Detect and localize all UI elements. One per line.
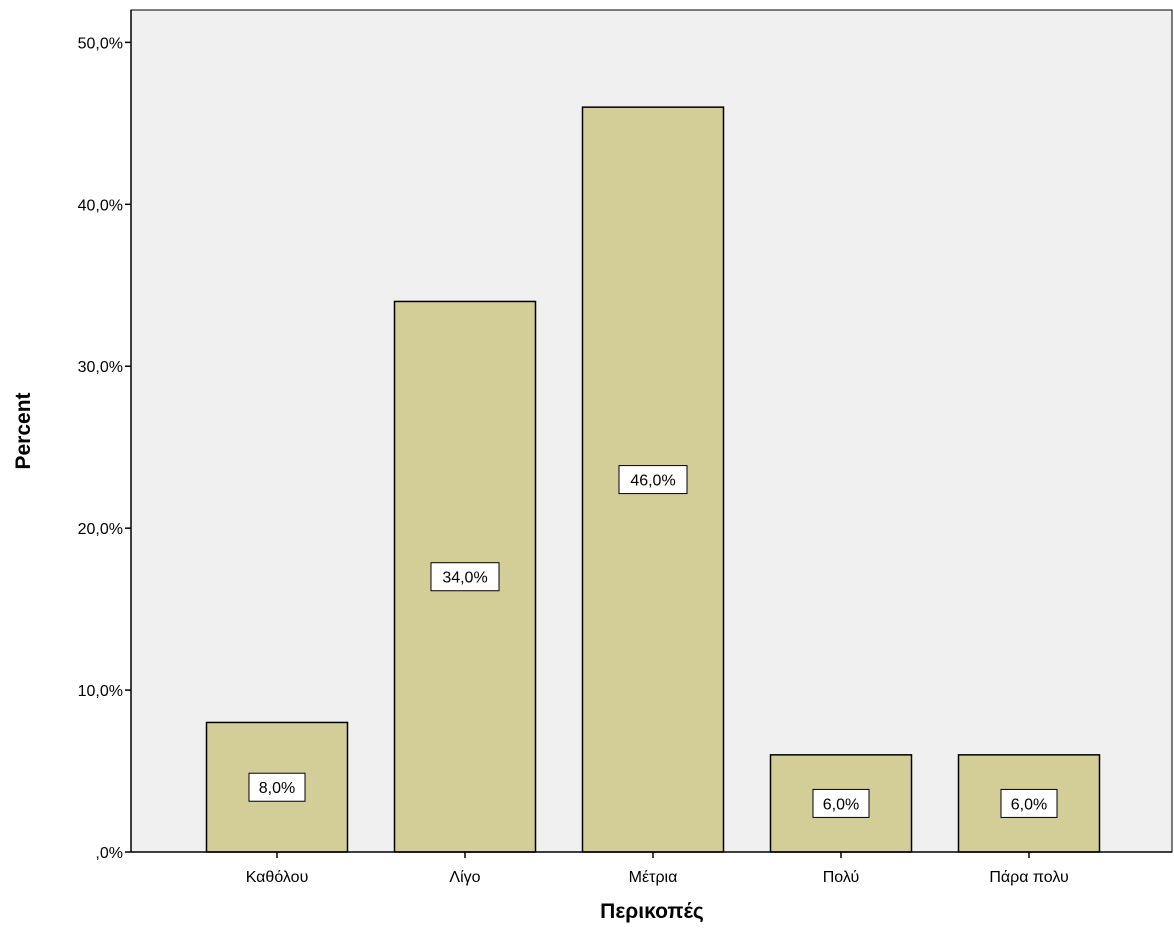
y-tick-label: ,0% [95, 845, 123, 862]
data-label-box [618, 465, 688, 495]
y-tick-label: 20,0% [78, 521, 123, 538]
y-tick-label: 30,0% [78, 359, 123, 376]
x-tick-label: Καθόλου [246, 869, 309, 886]
data-label: 34,0% [442, 570, 487, 587]
y-tick-label: 50,0% [78, 35, 123, 52]
y-tick-label: 40,0% [78, 197, 123, 214]
x-tick-label: Πολύ [823, 869, 860, 886]
data-label: 8,0% [259, 780, 295, 797]
x-axis-title: Περικοπές [600, 900, 704, 923]
x-tick-label: Πάρα πολυ [989, 869, 1068, 886]
data-label: 6,0% [1011, 796, 1047, 813]
data-label-box [430, 562, 500, 592]
x-tick-label: Λίγο [449, 869, 480, 886]
y-tick-label: 10,0% [78, 683, 123, 700]
data-label: 6,0% [823, 796, 859, 813]
data-label-box [1000, 788, 1058, 818]
y-axis-title: Percent [12, 392, 35, 469]
data-label: 46,0% [630, 473, 675, 490]
data-label-box [248, 772, 306, 802]
x-tick-label: Μέτρια [629, 869, 678, 886]
data-label-box [812, 788, 870, 818]
